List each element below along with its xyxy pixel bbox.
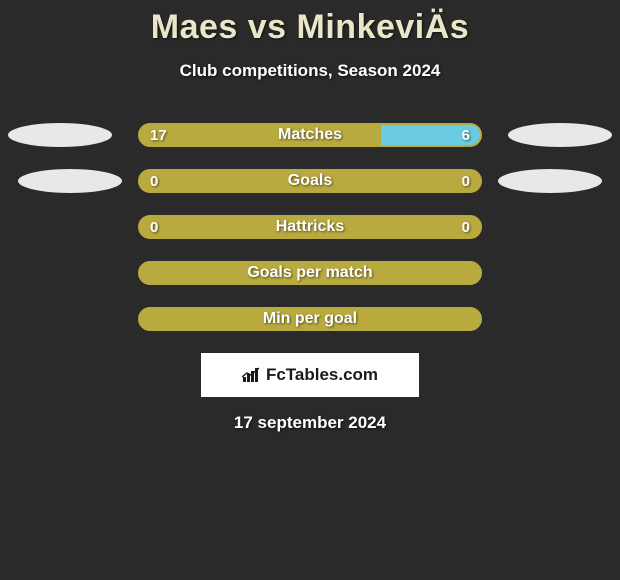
stat-row: 00Goals — [0, 169, 620, 193]
page-subtitle: Club competitions, Season 2024 — [0, 61, 620, 81]
stat-rows: 176Matches 00Goals 00Hattricks Goals per ma… — [0, 123, 620, 331]
brand-label: FcTables.com — [266, 365, 378, 385]
player-right-avatar — [508, 123, 612, 147]
stat-row: Goals per match — [0, 261, 620, 285]
stat-row: 176Matches — [0, 123, 620, 147]
stat-label: Min per goal — [140, 309, 480, 329]
date-label: 17 september 2024 — [0, 413, 620, 433]
stat-label: Hattricks — [140, 217, 480, 237]
stat-row: Min per goal — [0, 307, 620, 331]
stat-label: Goals — [140, 171, 480, 191]
brand: FcTables.com — [242, 365, 378, 385]
stat-label: Matches — [140, 125, 480, 145]
stat-bar: 00Hattricks — [138, 215, 482, 239]
chart-icon — [242, 367, 262, 383]
player-left-avatar — [8, 123, 112, 147]
stat-bar: Min per goal — [138, 307, 482, 331]
stat-bar: 00Goals — [138, 169, 482, 193]
comparison-infographic: Maes vs MinkeviÄs Club competitions, Sea… — [0, 0, 620, 580]
stat-bar: 176Matches — [138, 123, 482, 147]
brand-box: FcTables.com — [201, 353, 419, 397]
stat-bar: Goals per match — [138, 261, 482, 285]
page-title: Maes vs MinkeviÄs — [0, 0, 620, 47]
player-left-avatar — [18, 169, 122, 193]
stat-row: 00Hattricks — [0, 215, 620, 239]
player-right-avatar — [498, 169, 602, 193]
stat-label: Goals per match — [140, 263, 480, 283]
